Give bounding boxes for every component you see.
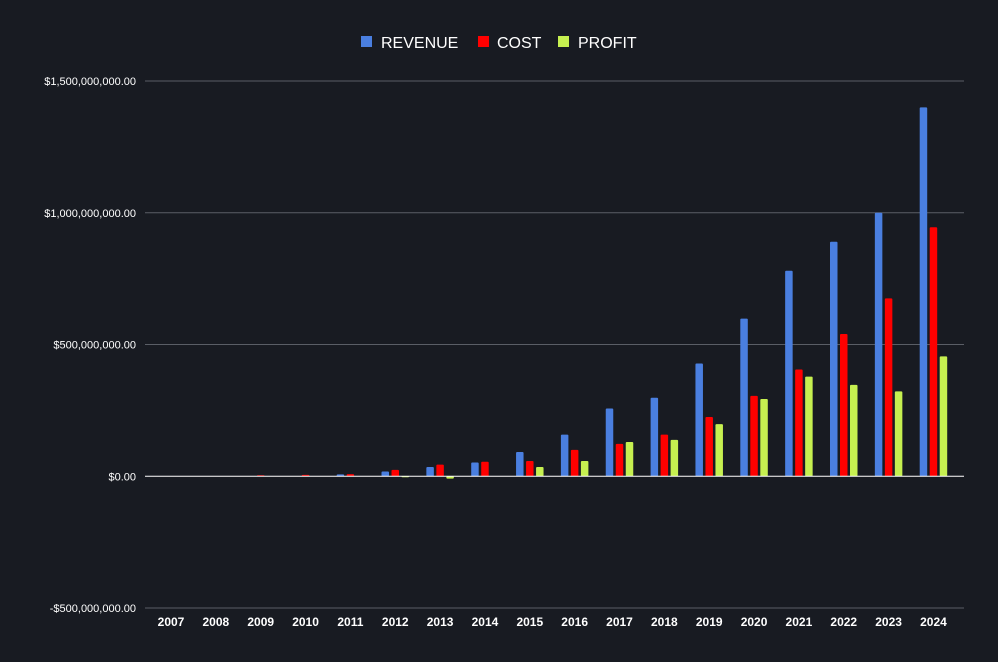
bar-revenue-2020 [740, 318, 748, 477]
x-tick-label: 2008 [202, 615, 229, 629]
y-tick-label: $1,000,000,000.00 [44, 208, 136, 220]
bar-revenue-2016 [560, 434, 569, 477]
x-tick-label: 2021 [786, 615, 813, 629]
y-tick-label: -$500,000,000.00 [50, 603, 136, 615]
bar-revenue-2014 [471, 462, 479, 477]
bar-revenue-2021 [785, 270, 793, 477]
gridlines [145, 80, 964, 609]
legend-item-cost: COST [478, 35, 542, 52]
x-tick-label: 2012 [382, 615, 409, 629]
bar-revenue-2022 [830, 241, 838, 477]
bar-profit-2013 [446, 476, 454, 479]
legend: REVENUE COST PROFIT [361, 35, 637, 52]
bar-profit-2021 [805, 376, 813, 477]
y-tick-label: $0.00 [108, 471, 136, 483]
x-tick-label: 2009 [247, 615, 274, 629]
x-tick-label: 2010 [292, 615, 319, 629]
bar-revenue-2013 [426, 467, 434, 477]
bar-cost-2018 [660, 434, 669, 477]
x-tick-label: 2016 [561, 615, 588, 629]
legend-item-profit: PROFIT [558, 35, 637, 52]
x-tick-label: 2024 [920, 615, 947, 629]
legend-label-cost: COST [497, 35, 542, 52]
bar-profit-2023 [894, 391, 903, 477]
bar-profit-2018 [670, 439, 679, 477]
y-tick-label: $1,500,000,000.00 [44, 76, 136, 88]
x-tick-label: 2014 [472, 615, 499, 629]
bar-profit-2016 [580, 460, 589, 477]
x-tick-label: 2020 [741, 615, 768, 629]
legend-swatch-revenue [361, 36, 372, 47]
y-tick-label: $500,000,000.00 [53, 340, 136, 352]
bar-cost-2015 [526, 460, 534, 477]
bar-cost-2011 [346, 474, 355, 477]
bar-cost-2016 [570, 449, 579, 477]
legend-item-revenue: REVENUE [361, 35, 458, 52]
bar-profit-2017 [625, 441, 634, 477]
bar-profit-2024 [939, 356, 948, 477]
bar-revenue-2017 [605, 408, 614, 477]
x-tick-label: 2019 [696, 615, 723, 629]
bar-profit-2019 [715, 424, 723, 477]
bar-cost-2020 [750, 395, 758, 477]
x-tick-label: 2015 [516, 615, 543, 629]
bar-cost-2019 [705, 416, 713, 477]
bar-cost-2024 [929, 227, 938, 477]
bar-revenue-2015 [516, 452, 524, 477]
bar-profit-2022 [850, 384, 858, 477]
bar-cost-2023 [884, 298, 893, 477]
bar-cost-2012 [391, 469, 399, 477]
x-tick-label: 2022 [830, 615, 857, 629]
legend-swatch-cost [478, 36, 489, 47]
bar-revenue-2019 [695, 363, 703, 477]
x-tick-label: 2007 [158, 615, 185, 629]
bar-cost-2022 [840, 333, 848, 477]
bar-cost-2017 [615, 443, 624, 477]
x-axis-ticks: 2007 2008 2009 2010 2011 2012 2013 2014 2015 2016… [158, 615, 947, 629]
x-tick-label: 2013 [427, 615, 454, 629]
y-axis-ticks: $1,500,000,000.00 $1,000,000,000.00 $500,0… [44, 76, 136, 615]
bar-revenue-2023 [874, 212, 883, 477]
bar-profit-2020 [760, 399, 768, 477]
bar-cost-2021 [795, 369, 803, 477]
bar-cost-2014 [481, 461, 489, 477]
bar-revenue-2024 [919, 107, 928, 477]
bar-revenue-2012 [381, 471, 389, 477]
x-tick-label: 2011 [337, 615, 363, 629]
bars [212, 107, 948, 479]
legend-swatch-profit [558, 36, 569, 47]
bar-revenue-2018 [650, 397, 659, 477]
legend-label-revenue: REVENUE [381, 35, 458, 52]
bar-profit-2015 [536, 467, 544, 477]
x-tick-label: 2018 [651, 615, 678, 629]
x-tick-label: 2023 [875, 615, 902, 629]
x-tick-label: 2017 [606, 615, 633, 629]
legend-label-profit: PROFIT [578, 35, 637, 52]
bar-cost-2013 [436, 464, 444, 477]
